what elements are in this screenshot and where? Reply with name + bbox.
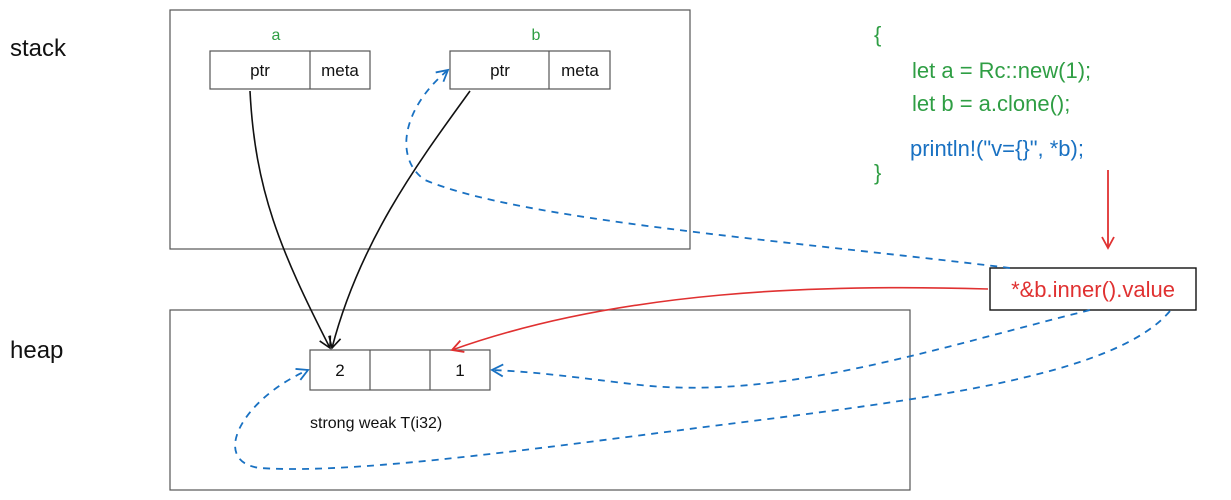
stack-region-label: stack: [10, 35, 67, 62]
var-b-label: b: [532, 27, 541, 44]
deref-expression: *&b.inner().value: [1011, 277, 1175, 302]
code-open-brace: {: [874, 22, 881, 47]
heap-region: [169, 309, 911, 491]
var-a-cell: ptr meta: [209, 50, 371, 90]
strong-count-cell: 2: [335, 361, 344, 380]
var-a-label: a: [272, 27, 281, 44]
heap-region-label: heap: [10, 337, 63, 364]
code-line-3: println!("v={}", *b);: [910, 136, 1084, 161]
var-b-meta: meta: [561, 61, 599, 80]
ptr-a-to-heap-arrow: [249, 90, 332, 350]
code-close-brace: }: [874, 160, 881, 185]
rcbox-caption: strong weak T(i32): [310, 415, 442, 432]
rcbox-cells: 2 1: [309, 349, 491, 391]
deref-expression-box: [989, 267, 1197, 311]
expression-to-t-arrow: [490, 309, 1091, 389]
var-b-ptr: ptr: [490, 61, 510, 80]
ptr-b-to-heap-arrow: [328, 90, 471, 350]
expression-to-strong-arrow: [234, 310, 1171, 470]
var-a-ptr: ptr: [250, 61, 270, 80]
expression-to-value-arrow: [450, 286, 989, 353]
var-b-cell: ptr meta: [449, 50, 611, 90]
var-a-meta: meta: [321, 61, 359, 80]
expression-to-b-ptr-arrow: [405, 68, 1011, 269]
value-cell: 1: [455, 361, 464, 380]
code-line-2: let b = a.clone();: [912, 91, 1070, 116]
code-line-1: let a = Rc::new(1);: [912, 58, 1091, 83]
stack-frame: [169, 9, 691, 250]
